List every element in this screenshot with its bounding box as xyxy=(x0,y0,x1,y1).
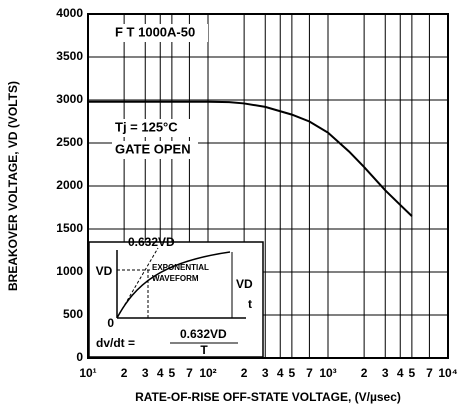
inset-label: t xyxy=(248,297,252,311)
inset: 0.632VD VD EXPONENTIAL WAVEFORM VD t 0 dv/dt = 0… xyxy=(88,235,264,358)
inset-label: 0.632VD xyxy=(128,235,175,249)
y-tick-label: 1500 xyxy=(56,221,83,235)
x-tick-label: 4 xyxy=(397,366,404,380)
inset-label: EXPONENTIAL xyxy=(152,263,209,272)
x-axis-label: RATE-OF-RISE OFF-STATE VOLTAGE, (V/µsec) xyxy=(135,390,401,404)
y-tick-label: 500 xyxy=(63,307,83,321)
x-tick-label: 5 xyxy=(169,366,176,380)
x-tick-label: 4 xyxy=(157,366,164,380)
x-tick-label: 10² xyxy=(199,366,216,380)
y-tick-label: 4000 xyxy=(56,6,83,20)
y-tick-label: 0 xyxy=(76,350,83,364)
y-axis-label: BREAKOVER VOLTAGE, VD (VOLTS) xyxy=(6,81,20,291)
inset-label: 0 xyxy=(107,316,114,330)
y-tick-label: 2500 xyxy=(56,135,83,149)
y-tick-label: 1000 xyxy=(56,264,83,278)
y-tick-label: 2000 xyxy=(56,178,83,192)
x-tick-label: 10¹ xyxy=(79,366,96,380)
x-tick-label: 5 xyxy=(409,366,416,380)
y-tick-label: 3500 xyxy=(56,49,83,63)
y-tick-label: 3000 xyxy=(56,92,83,106)
annotation-bg xyxy=(112,24,208,42)
plot-frame xyxy=(87,13,449,359)
inset-label: dv/dt = xyxy=(96,336,135,350)
x-tick-label: 7 xyxy=(186,366,193,380)
x-tick-label: 10⁴ xyxy=(438,366,457,380)
x-tick-label: 3 xyxy=(262,366,269,380)
annotation: GATE OPEN xyxy=(115,141,191,156)
inset-label: VD xyxy=(236,277,253,291)
x-tick-label: 2 xyxy=(121,366,128,380)
x-tick-label: 3 xyxy=(382,366,389,380)
inset-label: WAVEFORM xyxy=(152,274,199,283)
annotation: Tj = 125°C xyxy=(115,119,178,134)
annotation-bg xyxy=(112,141,198,159)
curve xyxy=(88,100,413,217)
x-tick-label: 10³ xyxy=(319,366,336,380)
x-tick-label: 2 xyxy=(361,366,368,380)
inset-tangent xyxy=(116,247,159,319)
inset-label: T xyxy=(200,343,208,357)
x-tick-label: 7 xyxy=(426,366,433,380)
inset-bg xyxy=(88,241,264,358)
inset-label: 0.632VD xyxy=(180,327,227,341)
x-tick-label: 3 xyxy=(142,366,149,380)
x-tick-label: 2 xyxy=(241,366,248,380)
inset-label: VD xyxy=(96,264,113,278)
annotation-bg xyxy=(112,119,198,137)
annotation: F T 1000A-50 xyxy=(115,24,195,39)
x-tick-label: 4 xyxy=(277,366,284,380)
x-tick-label: 5 xyxy=(289,366,296,380)
x-tick-label: 7 xyxy=(306,366,313,380)
